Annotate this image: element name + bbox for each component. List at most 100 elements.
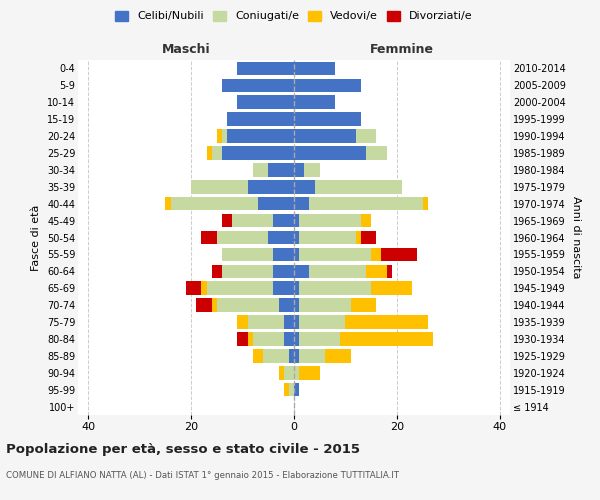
Bar	[206, 282, 274, 295]
Bar	[356, 130, 376, 143]
Bar	[222, 130, 227, 143]
Bar	[258, 197, 294, 210]
Bar	[206, 146, 212, 160]
Bar	[238, 96, 294, 109]
Bar	[212, 146, 222, 160]
Bar	[310, 197, 422, 210]
Bar	[284, 383, 289, 396]
Bar	[274, 282, 294, 295]
Bar	[294, 282, 299, 295]
Bar	[268, 163, 294, 176]
Bar	[284, 332, 294, 345]
Bar	[294, 62, 335, 75]
Bar	[346, 316, 428, 329]
Bar	[294, 163, 304, 176]
Bar	[212, 298, 217, 312]
Bar	[263, 349, 289, 362]
Bar	[294, 316, 299, 329]
Bar	[299, 349, 325, 362]
Bar	[274, 248, 294, 261]
Bar	[222, 264, 274, 278]
Text: Popolazione per età, sesso e stato civile - 2015: Popolazione per età, sesso e stato civil…	[6, 442, 360, 456]
Bar	[202, 230, 217, 244]
Bar	[382, 248, 418, 261]
Bar	[294, 383, 299, 396]
Bar	[248, 316, 284, 329]
Bar	[202, 282, 206, 295]
Bar	[222, 78, 294, 92]
Text: Femmine: Femmine	[370, 44, 434, 57]
Bar	[253, 332, 284, 345]
Bar	[238, 316, 248, 329]
Bar	[238, 62, 294, 75]
Bar	[304, 163, 320, 176]
Bar	[294, 214, 299, 228]
Bar	[268, 230, 294, 244]
Bar	[253, 163, 268, 176]
Bar	[217, 130, 222, 143]
Bar	[371, 282, 412, 295]
Bar	[294, 264, 310, 278]
Bar	[278, 298, 294, 312]
Bar	[325, 349, 350, 362]
Bar	[196, 298, 212, 312]
Bar	[217, 230, 268, 244]
Bar	[299, 248, 371, 261]
Bar	[289, 349, 294, 362]
Bar	[371, 248, 382, 261]
Bar	[191, 180, 248, 194]
Bar	[248, 180, 294, 194]
Bar	[361, 230, 376, 244]
Bar	[294, 78, 361, 92]
Bar	[294, 298, 299, 312]
Bar	[222, 146, 294, 160]
Bar	[299, 332, 340, 345]
Bar	[299, 214, 361, 228]
Bar	[299, 298, 350, 312]
Bar	[299, 282, 371, 295]
Bar	[294, 197, 310, 210]
Bar	[166, 197, 170, 210]
Bar	[361, 214, 371, 228]
Bar	[248, 332, 253, 345]
Bar	[170, 197, 258, 210]
Bar	[299, 230, 356, 244]
Bar	[274, 214, 294, 228]
Bar	[294, 180, 314, 194]
Bar	[294, 248, 299, 261]
Bar	[289, 383, 294, 396]
Bar	[294, 112, 361, 126]
Y-axis label: Anni di nascita: Anni di nascita	[571, 196, 581, 279]
Bar	[314, 180, 402, 194]
Bar	[366, 264, 386, 278]
Bar	[422, 197, 428, 210]
Bar	[294, 349, 299, 362]
Bar	[294, 96, 335, 109]
Bar	[186, 282, 202, 295]
Text: Maschi: Maschi	[161, 44, 211, 57]
Bar	[253, 349, 263, 362]
Bar	[350, 298, 376, 312]
Bar	[227, 112, 294, 126]
Bar	[294, 130, 356, 143]
Bar	[284, 316, 294, 329]
Bar	[299, 316, 346, 329]
Bar	[278, 366, 284, 380]
Bar	[222, 214, 232, 228]
Bar	[274, 264, 294, 278]
Text: COMUNE DI ALFIANO NATTA (AL) - Dati ISTAT 1° gennaio 2015 - Elaborazione TUTTITA: COMUNE DI ALFIANO NATTA (AL) - Dati ISTA…	[6, 471, 399, 480]
Bar	[366, 146, 386, 160]
Bar	[232, 214, 274, 228]
Bar	[294, 230, 299, 244]
Legend: Celibi/Nubili, Coniugati/e, Vedovi/e, Divorziati/e: Celibi/Nubili, Coniugati/e, Vedovi/e, Di…	[115, 10, 473, 22]
Bar	[284, 366, 294, 380]
Bar	[227, 130, 294, 143]
Bar	[212, 264, 222, 278]
Bar	[294, 146, 366, 160]
Bar	[356, 230, 361, 244]
Bar	[340, 332, 433, 345]
Bar	[386, 264, 392, 278]
Bar	[217, 298, 278, 312]
Bar	[294, 366, 299, 380]
Bar	[222, 248, 274, 261]
